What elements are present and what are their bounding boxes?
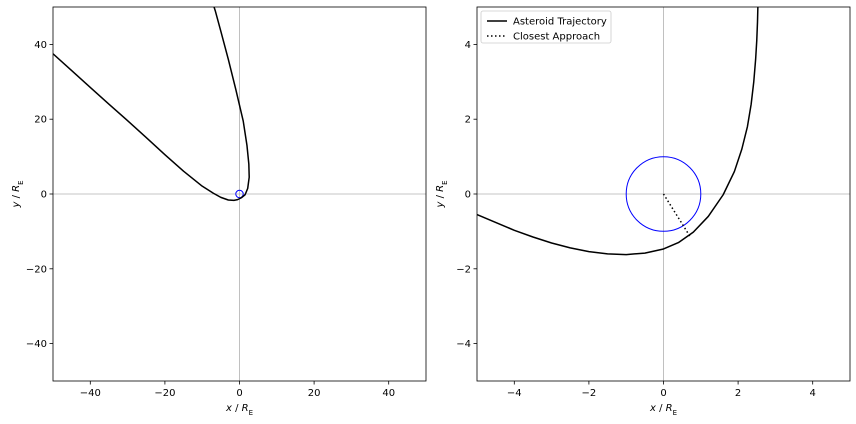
- x-tick-label: −2: [582, 388, 597, 399]
- y-tick-label: 0: [41, 190, 47, 201]
- left-panel: −40 −20 0 20 40 −40 −20 0 20 40 x / RE y / RE: [11, 6, 427, 417]
- x-tick-label: 2: [735, 388, 741, 399]
- plot-area: [477, 7, 850, 381]
- x-tick-label: −4: [507, 388, 522, 399]
- legend-label: Closest Approach: [513, 32, 600, 43]
- right-panel: −4 −2 0 2 4 −4 −2 0 2 4 x / RE y / RE Asteroid Traje…: [435, 6, 851, 417]
- y-tick-label: −40: [26, 339, 47, 350]
- y-tick-label: 20: [34, 115, 47, 126]
- x-axis-label: x / RE: [649, 403, 677, 417]
- x-tick-label: 0: [236, 388, 242, 399]
- trajectory-line: [53, 7, 250, 202]
- x-tick-label: 40: [382, 388, 395, 399]
- legend-label: Asteroid Trajectory: [513, 17, 607, 28]
- y-tick-label: 4: [465, 40, 471, 51]
- y-tick-label: −2: [456, 264, 471, 275]
- x-axis-label: x / RE: [225, 403, 253, 417]
- asteroid-trajectory-line: [477, 7, 759, 256]
- y-tick-label: 0: [465, 190, 471, 201]
- x-tick-label: −20: [154, 388, 175, 399]
- y-tick-label: −4: [456, 339, 471, 350]
- closest-approach-line: [662, 193, 691, 238]
- earth-circle: [235, 189, 244, 199]
- y-tick-label: 40: [34, 40, 47, 51]
- y-tick-label: −20: [26, 264, 47, 275]
- y-axis-label: y / RE: [11, 180, 25, 208]
- earth-circle: [625, 156, 702, 232]
- legend-box: [480, 10, 612, 44]
- plot-area: [53, 7, 426, 381]
- x-tick-label: −40: [80, 388, 101, 399]
- x-tick-label: 4: [810, 388, 816, 399]
- x-tick-label: 20: [308, 388, 321, 399]
- y-axis-label: y / RE: [435, 180, 449, 208]
- y-tick-label: 2: [465, 115, 471, 126]
- x-tick-label: 0: [660, 388, 666, 399]
